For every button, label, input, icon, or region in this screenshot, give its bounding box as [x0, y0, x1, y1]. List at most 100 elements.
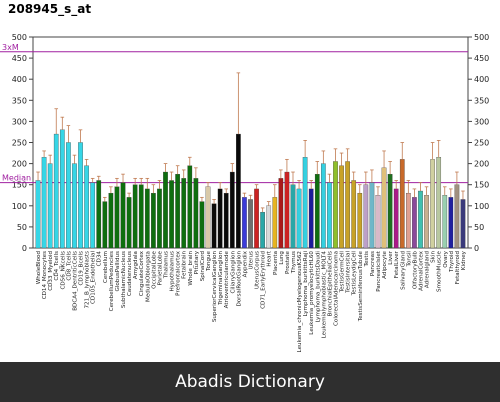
x-tick-label: CD34 [97, 251, 103, 267]
bar [78, 142, 83, 249]
bar [278, 178, 284, 249]
bar [84, 165, 89, 249]
bar [460, 199, 466, 249]
bar [302, 157, 308, 249]
bar [72, 163, 77, 249]
x-tick-label: BDCA4_DentriticCells [72, 251, 78, 311]
bar [351, 180, 357, 249]
x-tick-label: Lung [279, 251, 285, 265]
x-tick-label: CiliaryGanglion [230, 251, 236, 294]
bar [53, 133, 59, 249]
bar [363, 184, 369, 249]
x-tick-label: CD14_Monocytes [42, 251, 48, 299]
x-tick-label: Uterus [249, 251, 255, 270]
y-tick-label-left: 350 [12, 96, 27, 105]
bar [399, 159, 405, 249]
x-tick-label: Leukemia_chronicMyelogenousK562 [297, 251, 303, 352]
x-tick-label: OlfactoryBulb [412, 251, 418, 290]
x-tick-label: CerebellumPeduncles [109, 251, 115, 311]
bar [175, 173, 180, 249]
bar [430, 159, 435, 249]
x-tick-label: Testis [364, 251, 370, 268]
bar [102, 201, 108, 249]
x-tick-label: Fetalbrain [182, 251, 188, 279]
bar [59, 129, 65, 249]
bar [393, 188, 399, 249]
x-tick-label: Heart [267, 250, 273, 266]
bar [199, 201, 205, 249]
bar [272, 197, 278, 249]
x-tick-label: Amygdala [133, 251, 139, 279]
bar [345, 161, 350, 249]
x-tick-label: OccipitalLobe [151, 250, 157, 288]
x-tick-label: SpinalCord [200, 251, 206, 282]
x-tick-label: CingulateCortex [139, 250, 145, 296]
x-tick-label: Hypothalamus [170, 251, 176, 292]
axes-layer: 0 0 50 50 100 100 150 150 200 200 250 250 300 300 350 3… [0, 33, 489, 253]
y-tick-label-left: 100 [12, 202, 27, 211]
x-tick-label: ParietalLobe [157, 250, 163, 285]
x-tick-label: Placenta [273, 251, 279, 275]
bar [138, 184, 144, 249]
bar [144, 188, 150, 249]
x-tick-label: SalivaryGland [400, 251, 406, 290]
bar [418, 190, 423, 249]
x-tick-label: TestisLeydigCell [352, 251, 358, 297]
x-tick-label: Thalamus [164, 251, 170, 279]
footer-text: Abadis Dictionary [175, 372, 325, 392]
y-tick-label-right: 450 [474, 54, 489, 63]
y-tick-label-right: 100 [474, 202, 489, 211]
x-tick-label: Adipocyte [382, 250, 388, 278]
chart-title: 208945_s_at [8, 2, 92, 16]
bar [169, 180, 174, 249]
x-tick-label: AdrenalCortex [418, 250, 424, 291]
bar [96, 180, 102, 249]
y-tick-label-right: 300 [474, 117, 489, 126]
bar [223, 192, 229, 249]
x-tick-label: SubthalamicNucleus [121, 251, 127, 308]
bar [66, 142, 71, 249]
x-tick-label: CD56_NKcells [60, 251, 66, 290]
x-tick-labels: WholeBlood CD14_Monocytes CD33_Myeloid CD4_… [36, 250, 467, 352]
bar [266, 205, 272, 249]
x-tick-label: Prefrontalcortex [176, 250, 182, 296]
bar [211, 203, 217, 249]
bar [248, 199, 253, 249]
x-tick-label: ColorectalAdenocarcinoma [333, 251, 339, 326]
footer-band [0, 362, 500, 402]
y-tick-label-right: 200 [474, 160, 489, 169]
x-tick-label: CD4_Tcells [54, 251, 60, 281]
x-tick-label: FetalLiver [394, 250, 400, 278]
x-tick-label: Pancreas [370, 251, 376, 276]
bar [308, 188, 314, 249]
x-tick-label: Tonsil [406, 251, 412, 268]
bars-layer [35, 72, 466, 249]
bar [321, 163, 326, 249]
x-tick-label: Leukemia_promyelocyticHL60 [309, 251, 315, 335]
x-tick-label: Thyroid [449, 251, 455, 273]
bar [151, 192, 156, 249]
bar [333, 161, 338, 249]
y-tick-label-left: 200 [12, 160, 27, 169]
x-tick-label: Tongue [206, 250, 212, 272]
x-tick-label: Lymphoma_burkittsDaudi [315, 251, 321, 323]
x-tick-label: TrigeminalGanglion [218, 251, 224, 306]
bar [454, 184, 460, 249]
x-tick-label: Cerebellum [103, 251, 109, 283]
bar [193, 178, 199, 249]
x-tick-label: MedullaOblongata [145, 251, 151, 302]
x-tick-label: DorsalRootGanglion [236, 251, 242, 307]
bar [35, 180, 41, 249]
bar [381, 167, 387, 249]
x-tick-label: SuperiorCervicalGanglion [212, 251, 218, 323]
x-tick-label: TestisGermCell [340, 251, 346, 294]
bar [126, 197, 132, 249]
bar [357, 192, 363, 249]
x-tick-label: 721_B_lymphoblasts [85, 251, 91, 309]
bar [163, 171, 168, 249]
bar [254, 188, 259, 249]
bar [114, 186, 120, 249]
bar [442, 195, 448, 249]
x-tick-label: GlobusPallidus [115, 251, 121, 292]
y-tick-label-left: 150 [12, 181, 27, 190]
